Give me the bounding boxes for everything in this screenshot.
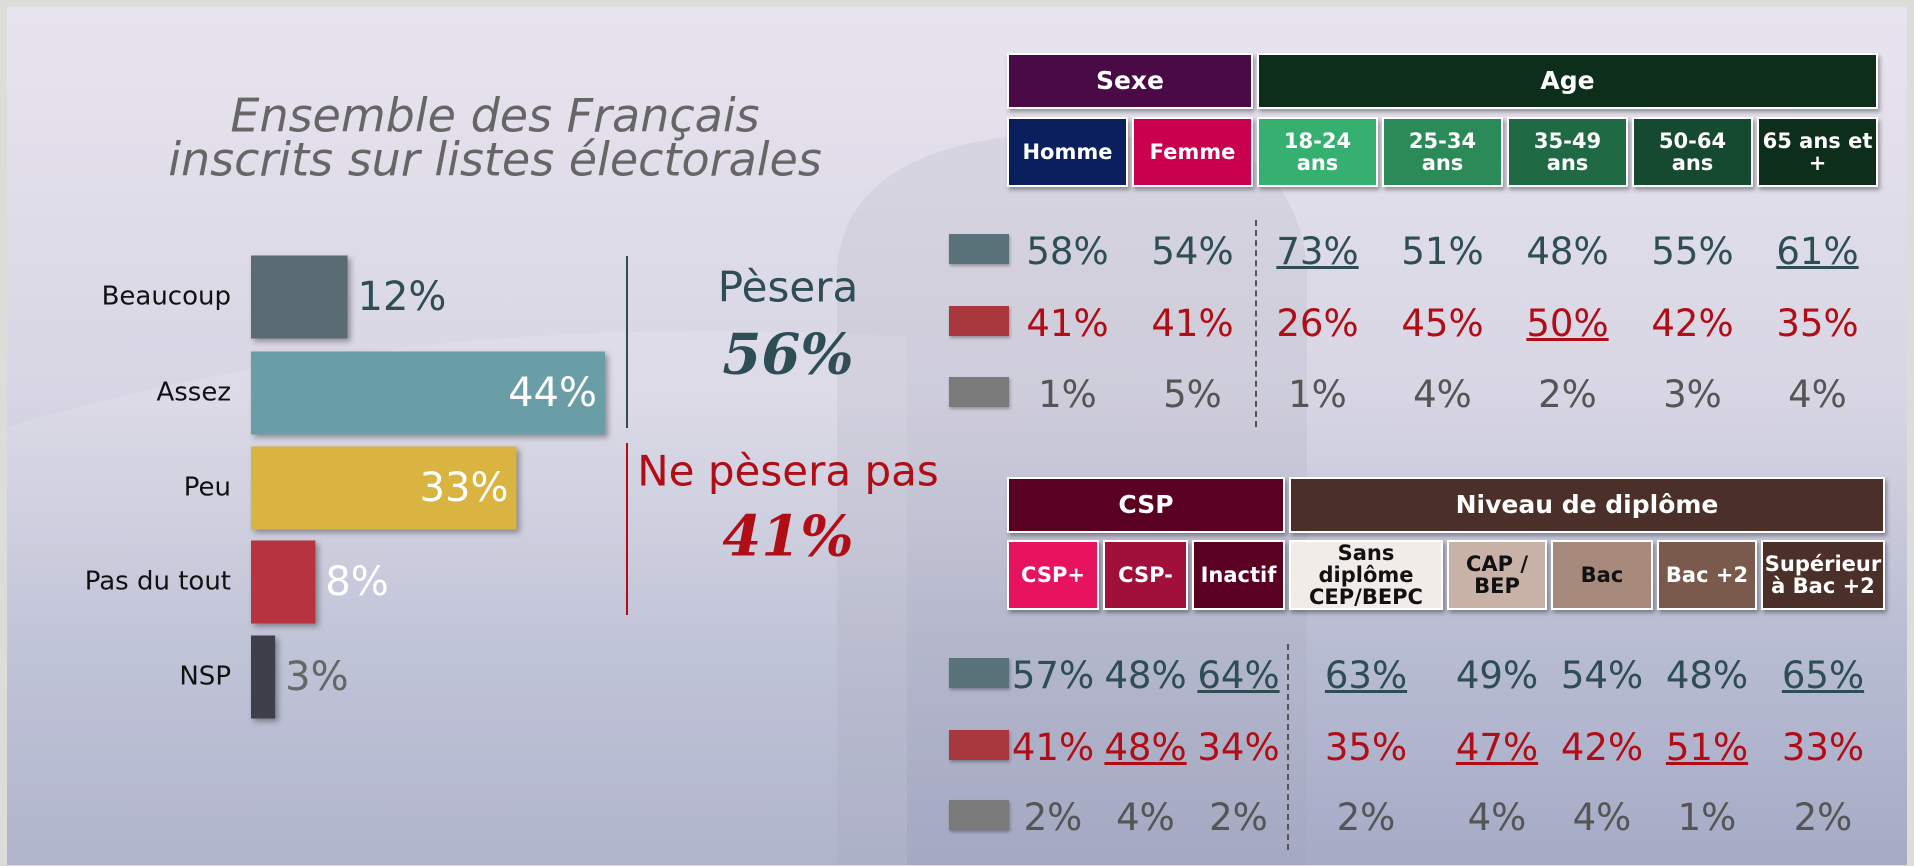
table-cell: 4%: [1572, 796, 1632, 839]
table-cell: 1%: [1677, 796, 1737, 839]
table-cell: 57%: [1011, 654, 1095, 697]
table-cell: 3%: [1663, 373, 1722, 416]
legend-swatch: [949, 234, 1009, 264]
category-label: Assez: [156, 378, 231, 408]
table-cell: 1%: [1038, 373, 1097, 416]
table-cell: 73%: [1276, 230, 1359, 273]
table-cell: 2%: [1793, 796, 1853, 839]
table-cell: 64%: [1197, 654, 1280, 697]
table-cell: 2%: [1538, 373, 1597, 416]
chart-title: inscrits sur listes électorales: [168, 133, 822, 187]
table-cell: 41%: [1151, 302, 1234, 345]
table-cell: 47%: [1455, 726, 1539, 769]
table-cell: 4%: [1788, 373, 1847, 416]
column-header: 35-49 ans: [1507, 117, 1628, 187]
column-header: 25-34 ans: [1382, 117, 1503, 187]
bar: [251, 540, 316, 624]
column-header: 50-64 ans: [1632, 117, 1753, 187]
category-label: Peu: [184, 473, 231, 503]
category-label: NSP: [179, 662, 231, 692]
table-cell: 34%: [1197, 726, 1280, 769]
column-header: Sans diplôme CEP/BEPC: [1289, 540, 1443, 610]
table-cell: 49%: [1455, 654, 1539, 697]
annotation-value: 41%: [722, 504, 853, 570]
legend-swatch: [949, 730, 1009, 760]
column-header: 18-24 ans: [1257, 117, 1378, 187]
column-header: 65 ans et +: [1757, 117, 1878, 187]
column-header: Femme: [1132, 117, 1253, 187]
table-cell: 4%: [1413, 373, 1472, 416]
table-cell: 42%: [1560, 726, 1644, 769]
table-cell: 5%: [1163, 373, 1222, 416]
group-header: Sexe: [1007, 53, 1253, 109]
legend-swatch: [949, 377, 1009, 407]
table-cell: 45%: [1401, 302, 1484, 345]
bar: [251, 255, 348, 339]
group-header: Niveau de diplôme: [1289, 477, 1885, 533]
table-cell: 4%: [1116, 796, 1175, 839]
legend-swatch: [949, 658, 1009, 688]
table-cell: 54%: [1560, 654, 1644, 697]
table-cell: 63%: [1324, 654, 1408, 697]
annotation-text: Pèsera: [718, 263, 858, 312]
data-label: 8%: [325, 559, 388, 605]
legend-swatch: [949, 800, 1009, 830]
bar: [251, 351, 605, 435]
table-cell: 2%: [1023, 796, 1083, 839]
column-header: CSP+: [1007, 540, 1099, 610]
category-label: Pas du tout: [85, 567, 231, 597]
table-cell: 2%: [1336, 796, 1396, 839]
bar: [251, 635, 276, 719]
bar: [251, 446, 517, 530]
table-cell: 48%: [1665, 654, 1749, 697]
table-cell: 4%: [1467, 796, 1527, 839]
table-cell: 35%: [1776, 302, 1859, 345]
table-cell: 50%: [1526, 302, 1609, 345]
annotation-text: Ne pèsera pas: [637, 447, 938, 496]
table-cell: 58%: [1026, 230, 1109, 273]
table-cell: 48%: [1526, 230, 1609, 273]
table-cell: 51%: [1665, 726, 1749, 769]
column-header: Inactif: [1192, 540, 1285, 610]
column-header: Homme: [1007, 117, 1128, 187]
group-header: CSP: [1007, 477, 1285, 533]
hill: [7, 331, 907, 865]
data-label: 33%: [420, 465, 509, 511]
annotation-value: 56%: [722, 322, 853, 388]
chart-title: Ensemble des Français: [230, 89, 759, 143]
table-cell: 35%: [1324, 726, 1408, 769]
data-label: 3%: [285, 654, 348, 700]
category-label: Beaucoup: [102, 282, 231, 312]
table-cell: 51%: [1401, 230, 1484, 273]
column-header: Supérieur à Bac +2: [1761, 540, 1885, 610]
table-cell: 61%: [1776, 230, 1859, 273]
table-cell: 54%: [1151, 230, 1234, 273]
column-header: CSP-: [1103, 540, 1188, 610]
legend-swatch: [949, 306, 1009, 336]
table-cell: 65%: [1781, 654, 1865, 697]
column-header: Bac +2: [1657, 540, 1757, 610]
table-cell: 41%: [1011, 726, 1095, 769]
data-label: 44%: [508, 370, 597, 416]
table-cell: 41%: [1026, 302, 1109, 345]
table-cell: 2%: [1209, 796, 1268, 839]
chart: Ensemble des Français inscrits sur liste…: [85, 89, 939, 719]
table-cell: 33%: [1781, 726, 1865, 769]
table-cell: 48%: [1104, 726, 1187, 769]
table-cell: 48%: [1104, 654, 1187, 697]
separator: [1287, 644, 1289, 850]
column-header: CAP / BEP: [1447, 540, 1547, 610]
separator: [1255, 220, 1257, 427]
table-cell: 55%: [1651, 230, 1734, 273]
table-cell: 42%: [1651, 302, 1734, 345]
data-label: 12%: [358, 274, 447, 320]
group-header: Age: [1257, 53, 1878, 109]
table-cell: 26%: [1276, 302, 1359, 345]
table-cell: 1%: [1288, 373, 1347, 416]
column-header: Bac: [1551, 540, 1653, 610]
